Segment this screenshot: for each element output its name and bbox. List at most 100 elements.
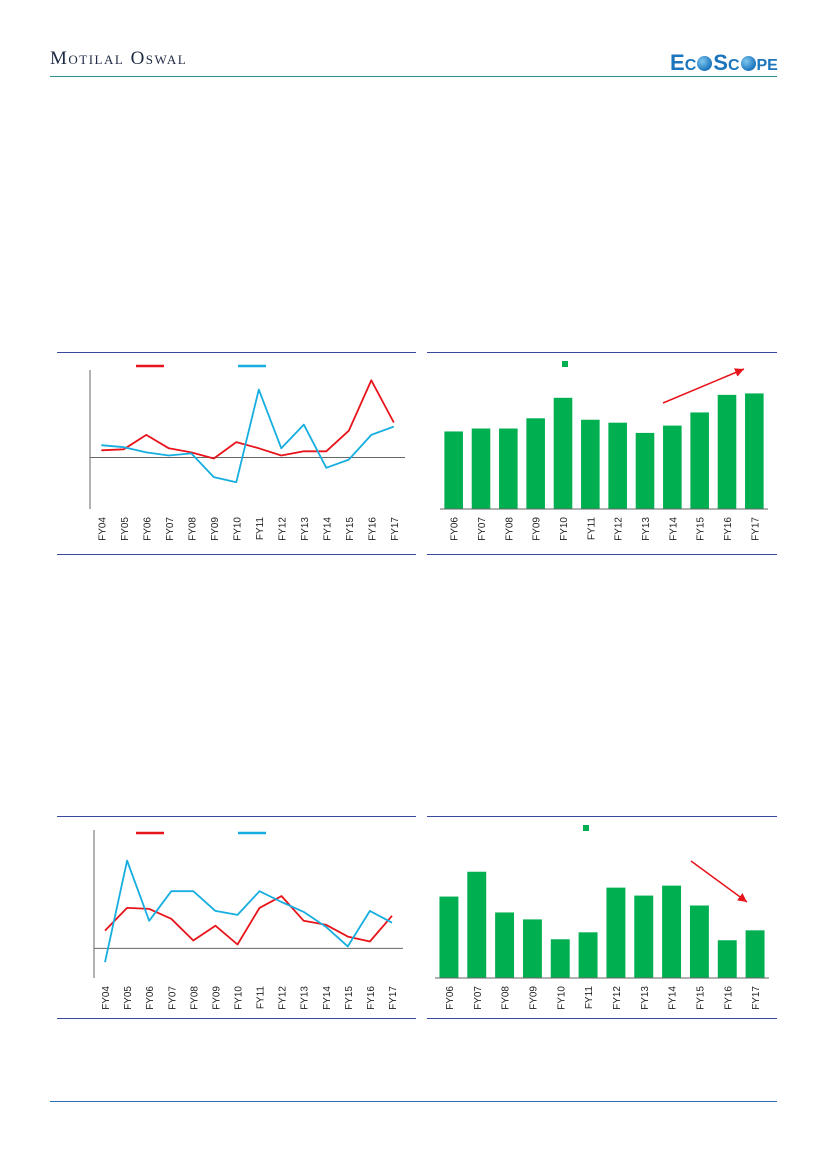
x-tick-label: FY09 bbox=[210, 517, 221, 541]
x-tick-label: FY12 bbox=[614, 517, 625, 541]
x-tick-label: FY09 bbox=[211, 986, 222, 1010]
x-tick-label: FY06 bbox=[145, 986, 156, 1010]
series-line-1 bbox=[104, 895, 393, 946]
x-tick-label: FY08 bbox=[187, 517, 198, 541]
x-tick-label: FY11 bbox=[255, 517, 266, 541]
globe-icon bbox=[697, 56, 713, 71]
brand-wordmark: Motilal Oswal bbox=[50, 48, 188, 69]
bar-chart-2: FY06 FY07 FY08 FY09 FY10 FY11 FY12 FY13 FY14 FY15… bbox=[435, 825, 769, 1010]
x-tick-label: FY11 bbox=[256, 986, 267, 1010]
x-tick-label: FY16 bbox=[723, 517, 734, 541]
line-chart-1: FY04 FY05 FY06 FY07 FY08 FY09 FY10 FY11 FY12 FY13… bbox=[89, 364, 405, 541]
bar bbox=[550, 939, 570, 978]
series-line-2 bbox=[104, 859, 393, 963]
x-tick-label: FY16 bbox=[366, 986, 377, 1010]
legend-swatch bbox=[583, 825, 589, 831]
panel-bottom-rule bbox=[57, 554, 416, 555]
bar bbox=[634, 895, 654, 978]
x-tick-label: FY07 bbox=[167, 986, 178, 1010]
x-tick-label: FY07 bbox=[477, 517, 488, 541]
bar bbox=[467, 871, 487, 978]
panel-bottom-rule bbox=[57, 1018, 416, 1019]
x-tick-label: FY07 bbox=[165, 517, 176, 541]
x-tick-label: FY11 bbox=[586, 517, 597, 541]
x-tick-label: FY09 bbox=[528, 986, 539, 1010]
bar bbox=[717, 940, 737, 978]
x-tick-label: FY16 bbox=[367, 517, 378, 541]
x-tick-label: FY08 bbox=[189, 986, 200, 1010]
panel-top-rule bbox=[427, 816, 777, 817]
x-tick-label: FY15 bbox=[695, 986, 706, 1010]
bar bbox=[578, 932, 598, 978]
x-tick-label: FY10 bbox=[559, 517, 570, 541]
x-tick-label: FY09 bbox=[532, 517, 543, 541]
panel-top-rule bbox=[427, 352, 777, 353]
x-tick-label: FY06 bbox=[142, 517, 153, 541]
x-tick-label: FY14 bbox=[322, 986, 333, 1010]
bar bbox=[439, 896, 459, 978]
x-tick-label: FY13 bbox=[641, 517, 652, 541]
x-tick-label: FY12 bbox=[278, 986, 289, 1010]
x-tick-label: FY06 bbox=[445, 986, 456, 1010]
bar bbox=[444, 431, 463, 509]
x-tick-label: FY17 bbox=[750, 517, 761, 541]
x-tick-label: FY17 bbox=[388, 986, 399, 1010]
trend-arrow-down bbox=[690, 860, 748, 903]
series-line-1 bbox=[101, 379, 395, 460]
chart-panel-4: FY06 FY07 FY08 FY09 FY10 FY11 FY12 FY13 FY14 FY15… bbox=[427, 816, 777, 1019]
chart-panel-1: FY04 FY05 FY06 FY07 FY08 FY09 FY10 FY11 FY12 FY13… bbox=[57, 352, 416, 555]
line-chart-2: FY04 FY05 FY06 FY07 FY08 FY09 FY10 FY11 FY12 FY13… bbox=[93, 830, 403, 1010]
x-tick-label: FY10 bbox=[232, 517, 243, 541]
x-tick-label: FY04 bbox=[101, 986, 112, 1010]
x-tick-label: FY14 bbox=[322, 517, 333, 541]
x-tick-label: FY10 bbox=[233, 986, 244, 1010]
x-tick-label: FY05 bbox=[120, 517, 131, 541]
bar bbox=[662, 885, 682, 978]
chart-panel-3: FY04 FY05 FY06 FY07 FY08 FY09 FY10 FY11 FY12 FY13… bbox=[57, 816, 416, 1019]
panel-top-rule bbox=[57, 352, 416, 353]
bar bbox=[581, 419, 600, 509]
header-divider bbox=[50, 76, 777, 77]
bar bbox=[553, 397, 573, 509]
panel-top-rule bbox=[57, 816, 416, 817]
x-tick-label: FY07 bbox=[473, 986, 484, 1010]
x-tick-label: FY15 bbox=[345, 517, 356, 541]
bar bbox=[745, 393, 764, 509]
x-tick-label: FY17 bbox=[751, 986, 762, 1010]
x-tick-label: FY13 bbox=[640, 986, 651, 1010]
x-tick-label: FY04 bbox=[97, 517, 108, 541]
legend-swatch bbox=[562, 361, 568, 367]
bar bbox=[608, 422, 627, 509]
panel-bottom-rule bbox=[427, 1018, 777, 1019]
bar-chart-1: FY06 FY07 FY08 FY09 FY10 FY11 FY12 FY13 FY14 FY15… bbox=[440, 361, 768, 541]
chart-panel-2: FY06 FY07 FY08 FY09 FY10 FY11 FY12 FY13 FY14 FY15… bbox=[427, 352, 777, 555]
panel-bottom-rule bbox=[427, 554, 777, 555]
x-tick-label: FY16 bbox=[723, 986, 734, 1010]
x-tick-label: FY12 bbox=[612, 986, 623, 1010]
series-line-2 bbox=[101, 388, 395, 484]
ecoscope-logo: EC SC PE bbox=[670, 50, 778, 75]
bar bbox=[745, 930, 765, 978]
x-tick-label: FY12 bbox=[277, 517, 288, 541]
x-tick-label: FY10 bbox=[556, 986, 567, 1010]
x-tick-label: FY13 bbox=[300, 517, 311, 541]
globe-icon bbox=[740, 56, 756, 71]
bar bbox=[689, 905, 709, 978]
bar bbox=[717, 394, 737, 509]
x-tick-label: FY13 bbox=[300, 986, 311, 1010]
x-tick-label: FY06 bbox=[450, 517, 461, 541]
x-tick-label: FY15 bbox=[344, 986, 355, 1010]
x-tick-label: FY14 bbox=[668, 986, 679, 1010]
bar bbox=[471, 428, 491, 509]
x-tick-label: FY05 bbox=[123, 986, 134, 1010]
bar bbox=[522, 919, 542, 978]
x-tick-label: FY14 bbox=[668, 517, 679, 541]
bar bbox=[690, 412, 709, 509]
x-tick-label: FY08 bbox=[504, 517, 515, 541]
x-tick-label: FY17 bbox=[390, 517, 401, 541]
footer-divider bbox=[50, 1101, 777, 1102]
trend-arrow-up bbox=[662, 368, 745, 404]
bar bbox=[635, 432, 655, 509]
x-tick-label: FY15 bbox=[696, 517, 707, 541]
x-tick-label: FY08 bbox=[501, 986, 512, 1010]
